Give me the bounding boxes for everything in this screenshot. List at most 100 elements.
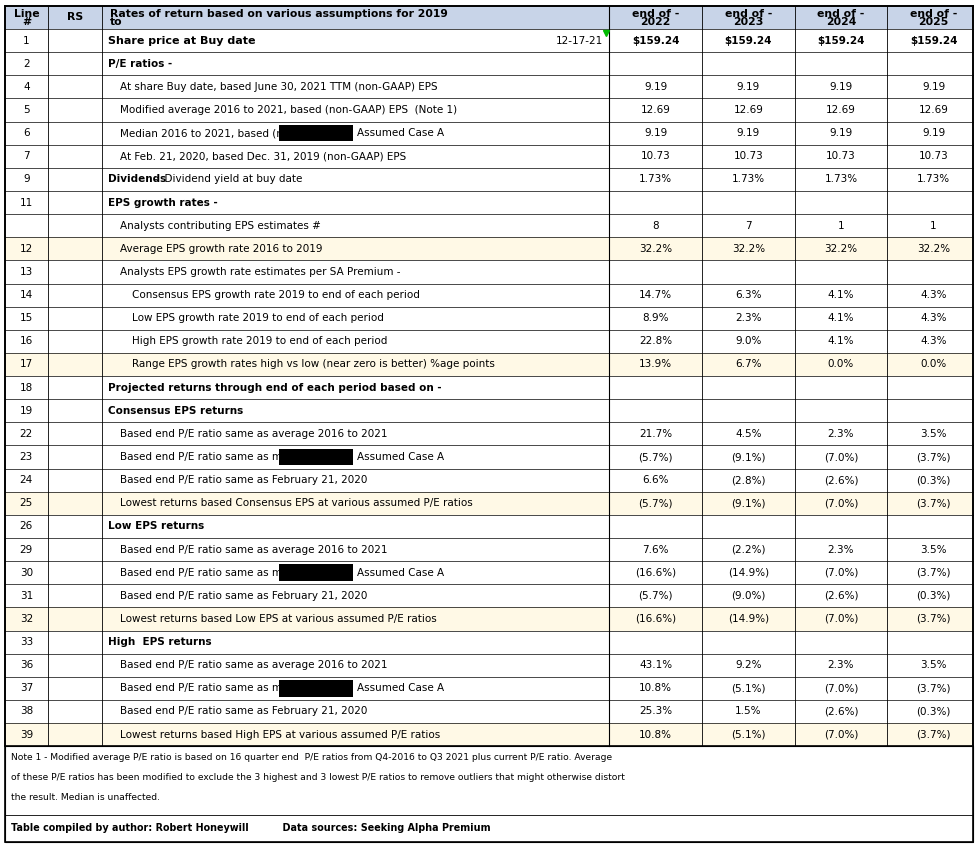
Text: 9.19: 9.19 — [737, 128, 760, 138]
Text: 2023: 2023 — [733, 17, 763, 27]
Text: (5.7%): (5.7%) — [639, 591, 673, 601]
Text: 2.3%: 2.3% — [735, 313, 761, 323]
Text: 12.69: 12.69 — [733, 105, 763, 115]
Text: High  EPS returns: High EPS returns — [108, 637, 212, 647]
Bar — [5, 261, 973, 283]
Text: (14.9%): (14.9%) — [727, 614, 769, 624]
Text: Share price at Buy date: Share price at Buy date — [108, 36, 255, 46]
Text: High EPS growth rate 2019 to end of each period: High EPS growth rate 2019 to end of each… — [132, 337, 387, 346]
Text: 1.5%: 1.5% — [735, 706, 761, 717]
Bar — [5, 168, 973, 191]
Bar — [5, 538, 973, 561]
Text: (3.7%): (3.7%) — [916, 568, 951, 578]
Text: 12.69: 12.69 — [918, 105, 949, 115]
Text: 9.2%: 9.2% — [735, 660, 761, 670]
Text: Based end P/E ratio same as average 2016 to 2021: Based end P/E ratio same as average 2016… — [120, 429, 387, 439]
Text: 38: 38 — [20, 706, 33, 717]
Bar — [5, 353, 973, 376]
Text: 7: 7 — [745, 221, 752, 231]
Text: 13: 13 — [20, 267, 33, 277]
Text: 10.73: 10.73 — [641, 151, 671, 162]
Text: (2.2%): (2.2%) — [731, 545, 765, 554]
Text: 29: 29 — [20, 545, 33, 554]
Bar — [5, 6, 973, 29]
Text: 3.5%: 3.5% — [920, 429, 947, 439]
Bar — [5, 700, 973, 723]
Text: 36: 36 — [20, 660, 33, 670]
Text: 12.69: 12.69 — [641, 105, 671, 115]
Bar — [5, 446, 973, 469]
Text: Projected returns through end of each period based on -: Projected returns through end of each pe… — [108, 382, 442, 393]
Bar — [280, 125, 353, 141]
Text: (9.1%): (9.1%) — [731, 452, 765, 462]
Bar — [5, 585, 973, 607]
Text: (3.7%): (3.7%) — [916, 614, 951, 624]
Text: 6: 6 — [23, 128, 29, 138]
Text: 6.3%: 6.3% — [735, 290, 761, 300]
Text: (2.6%): (2.6%) — [824, 706, 858, 717]
Text: 32.2%: 32.2% — [917, 244, 950, 254]
Text: Low EPS growth rate 2019 to end of each period: Low EPS growth rate 2019 to end of each … — [132, 313, 383, 323]
Text: 23: 23 — [20, 452, 33, 462]
Text: Based end P/E ratio same as average 2016 to 2021: Based end P/E ratio same as average 2016… — [120, 660, 387, 670]
Text: #: # — [21, 17, 31, 27]
Text: Lowest returns based Consensus EPS at various assumed P/E ratios: Lowest returns based Consensus EPS at va… — [120, 498, 473, 508]
Text: 10.8%: 10.8% — [640, 684, 672, 694]
Bar — [5, 52, 973, 75]
Text: of these P/E ratios has been modified to exclude the 3 highest and 3 lowest P/E : of these P/E ratios has been modified to… — [11, 773, 625, 783]
Text: 4.5%: 4.5% — [735, 429, 761, 439]
Text: 11: 11 — [20, 198, 33, 207]
Text: P/E ratios -: P/E ratios - — [108, 58, 173, 69]
Text: 2: 2 — [23, 58, 29, 69]
Bar — [5, 422, 973, 446]
Text: 25.3%: 25.3% — [640, 706, 672, 717]
Text: Line: Line — [14, 8, 39, 19]
Text: 24: 24 — [20, 475, 33, 485]
Text: the result. Median is unaffected.: the result. Median is unaffected. — [11, 793, 160, 802]
Text: (9.1%): (9.1%) — [731, 498, 765, 508]
Bar — [5, 723, 973, 746]
Text: (0.3%): (0.3%) — [916, 706, 951, 717]
Text: 3.5%: 3.5% — [920, 660, 947, 670]
Bar — [5, 469, 973, 492]
Text: $159.24: $159.24 — [632, 36, 680, 46]
Text: end of -: end of - — [724, 8, 772, 19]
Text: (7.0%): (7.0%) — [824, 614, 858, 624]
Bar — [5, 122, 973, 145]
Text: 31: 31 — [20, 591, 33, 601]
Text: 16: 16 — [20, 337, 33, 346]
Text: 2.3%: 2.3% — [828, 429, 854, 439]
Text: Note 1 - Modified average P/E ratio is based on 16 quarter end  P/E ratios from : Note 1 - Modified average P/E ratio is b… — [11, 754, 612, 762]
Text: 7.6%: 7.6% — [643, 545, 669, 554]
Text: 25: 25 — [20, 498, 33, 508]
Text: 21.7%: 21.7% — [640, 429, 672, 439]
Text: 5: 5 — [23, 105, 29, 115]
Bar — [5, 330, 973, 353]
Text: 9.0%: 9.0% — [735, 337, 761, 346]
Text: (16.6%): (16.6%) — [635, 614, 677, 624]
Text: 22: 22 — [20, 429, 33, 439]
Text: (2.6%): (2.6%) — [824, 591, 858, 601]
Text: Modified average 2016 to 2021, based (non-GAAP) EPS  (Note 1): Modified average 2016 to 2021, based (no… — [120, 105, 457, 115]
Bar — [5, 145, 973, 168]
Text: 1.73%: 1.73% — [640, 174, 672, 184]
Text: 10.73: 10.73 — [826, 151, 856, 162]
Text: Assumed Case A: Assumed Case A — [358, 452, 445, 462]
Text: 12.69: 12.69 — [826, 105, 856, 115]
Bar — [5, 214, 973, 237]
Text: 4: 4 — [23, 82, 29, 92]
Text: 10.73: 10.73 — [733, 151, 763, 162]
Text: Lowest returns based High EPS at various assumed P/E ratios: Lowest returns based High EPS at various… — [120, 729, 440, 739]
Text: 4.1%: 4.1% — [828, 290, 854, 300]
Text: (2.8%): (2.8%) — [731, 475, 765, 485]
Text: Based end P/E ratio same as February 21, 2020: Based end P/E ratio same as February 21,… — [120, 591, 368, 601]
Text: 37: 37 — [20, 684, 33, 694]
Text: 6.7%: 6.7% — [735, 360, 761, 370]
Text: Median 2016 to 2021, based (non-GA: Median 2016 to 2021, based (non-GA — [120, 128, 315, 138]
Text: (7.0%): (7.0%) — [824, 729, 858, 739]
Text: 10.8%: 10.8% — [640, 729, 672, 739]
Text: Based end P/E ratio same as median: Based end P/E ratio same as median — [120, 452, 311, 462]
Text: (3.7%): (3.7%) — [916, 729, 951, 739]
Text: 9.19: 9.19 — [830, 128, 852, 138]
Text: Consensus EPS growth rate 2019 to end of each period: Consensus EPS growth rate 2019 to end of… — [132, 290, 419, 300]
